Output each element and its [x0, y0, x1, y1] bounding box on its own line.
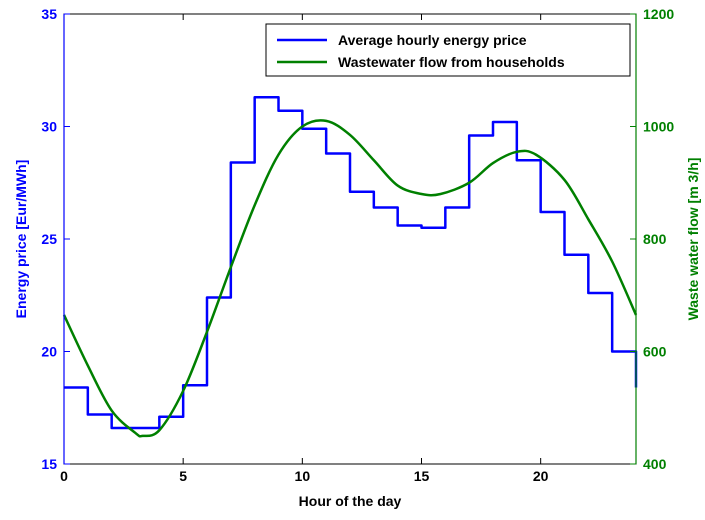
legend-label-flow: Wastewater flow from households [338, 54, 565, 70]
y-right-tick-label: 600 [643, 344, 667, 360]
plot-area-frame [63, 13, 637, 465]
legend-box [265, 23, 631, 77]
x-tick-label: 0 [60, 468, 68, 484]
y-right-tick-label: 400 [643, 456, 667, 472]
y-axis-left-label: Energy price [Eur/MWh] [13, 160, 29, 319]
x-tick-label: 10 [295, 468, 311, 484]
y-left-tick-label: 25 [41, 231, 57, 247]
legend: Average hourly energy price Wastewater f… [265, 23, 631, 77]
y-left-tick-label: 15 [41, 456, 57, 472]
y-left-tick-label: 35 [41, 6, 57, 22]
y-left-tick-label: 20 [41, 344, 57, 360]
x-tick-label: 20 [533, 468, 549, 484]
series-line-wastewater-flow [62, 119, 638, 438]
x-tick-label: 15 [414, 468, 430, 484]
series-line-energy-price [64, 96, 638, 430]
y-right-tick-label: 1200 [643, 6, 674, 22]
legend-label-price: Average hourly energy price [338, 32, 527, 48]
x-tick-label: 5 [179, 468, 187, 484]
y-right-tick-label: 800 [643, 231, 667, 247]
y-left-tick-label: 30 [41, 119, 57, 135]
y-right-tick-label: 1000 [643, 119, 674, 135]
y-axis-right-label: Waste water flow [m 3/h] [685, 158, 701, 321]
ticks-layer: 0 5 10 15 20 15 20 25 30 35 400 600 800 1000 1200 [41, 6, 674, 484]
marks-layer [62, 96, 638, 438]
x-axis-label: Hour of the day [299, 493, 402, 509]
